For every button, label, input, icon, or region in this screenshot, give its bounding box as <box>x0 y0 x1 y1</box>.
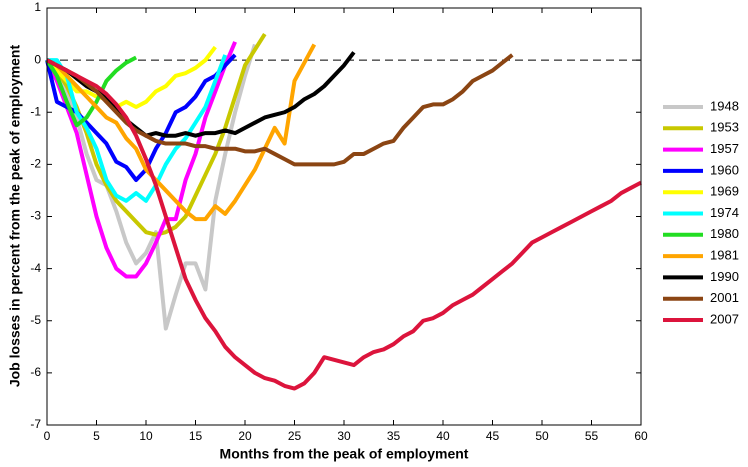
x-tick-label: 55 <box>585 429 599 443</box>
y-tick-label: -1 <box>30 104 41 118</box>
y-tick-label: -5 <box>30 313 41 327</box>
legend-label: 1990 <box>710 269 739 284</box>
legend-label: 2007 <box>710 311 739 326</box>
y-axis-label: Job losses in percent from the peak of e… <box>7 45 23 388</box>
x-tick-label: 0 <box>44 429 51 443</box>
x-tick-label: 50 <box>535 429 549 443</box>
series-line <box>45 45 217 110</box>
y-tick-label: 0 <box>34 52 41 66</box>
series-line <box>45 43 257 331</box>
x-axis-label: Months from the peak of employment <box>220 446 469 462</box>
x-tick-label: 35 <box>387 429 401 443</box>
y-tick-label: -7 <box>30 417 41 431</box>
x-tick-label: 45 <box>486 429 500 443</box>
legend-label: 1981 <box>710 248 739 263</box>
series-line <box>46 58 642 391</box>
x-tick-label: 60 <box>634 429 648 443</box>
legend-label: 1974 <box>710 205 739 220</box>
legend-label: 1960 <box>710 162 739 177</box>
plot-frame <box>46 7 642 426</box>
x-tick-label: 10 <box>139 429 153 443</box>
x-tick-label: 20 <box>238 429 252 443</box>
series-line <box>46 43 317 222</box>
series-line <box>46 53 514 167</box>
legend-label: 2001 <box>710 290 739 305</box>
y-tick-label: -6 <box>30 365 41 379</box>
x-tick-label: 15 <box>189 429 203 443</box>
legend-label: 1948 <box>710 98 739 113</box>
x-tick-label: 40 <box>436 429 450 443</box>
x-tick-label: 5 <box>93 429 100 443</box>
series-line <box>45 55 138 128</box>
y-tick-label: -4 <box>30 261 41 275</box>
series-line <box>47 54 228 203</box>
legend-label: 1957 <box>710 141 739 156</box>
legend-label: 1969 <box>710 184 739 199</box>
x-tick-label: 25 <box>288 429 302 443</box>
legend-label: 1953 <box>710 120 739 135</box>
y-tick-label: 1 <box>34 0 41 14</box>
y-tick-label: -3 <box>30 209 41 223</box>
x-tick-label: 30 <box>337 429 351 443</box>
y-tick-label: -2 <box>30 157 41 171</box>
legend-label: 1980 <box>710 226 739 241</box>
series-line <box>45 41 237 279</box>
